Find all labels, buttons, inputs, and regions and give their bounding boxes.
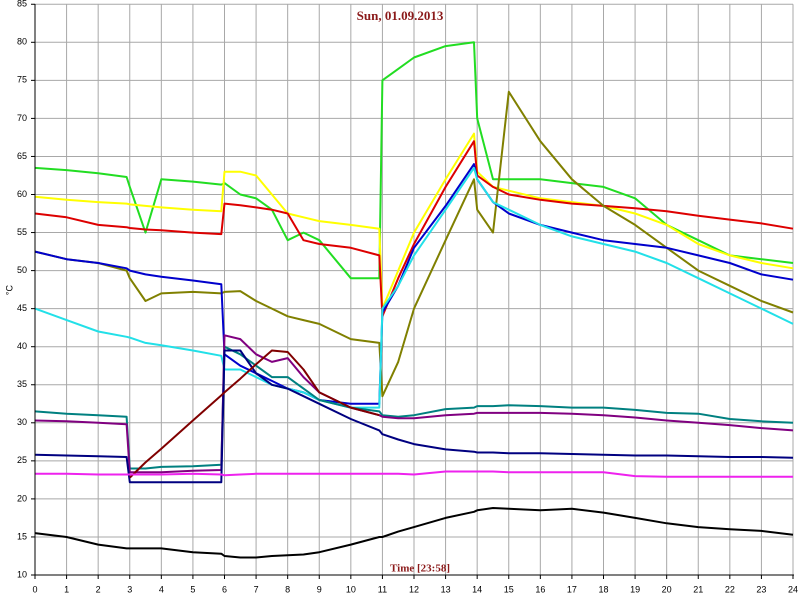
y-tick-label: 70: [17, 113, 27, 123]
x-tick-label: 11: [378, 584, 387, 594]
y-tick-label: 15: [17, 531, 27, 541]
x-tick-label: 23: [756, 584, 766, 594]
x-tick-label: 16: [535, 584, 545, 594]
data-line: [34, 90, 794, 398]
y-tick-label: 75: [17, 75, 27, 85]
x-tick-label: 7: [254, 584, 259, 594]
data-line: [129, 349, 380, 479]
y-tick-label: 50: [17, 265, 27, 275]
chart-title: Sun, 01.09.2013: [357, 8, 444, 23]
x-tick-label: 18: [598, 584, 608, 594]
y-tick-label: 35: [17, 379, 27, 389]
y-tick-label: 65: [17, 151, 27, 161]
y-axis-label: °C: [4, 284, 14, 295]
data-line: [34, 140, 794, 318]
x-tick-label: 17: [567, 584, 577, 594]
x-tick-label: 14: [472, 584, 482, 594]
y-tick-label: 20: [17, 493, 27, 503]
x-tick-label: 19: [630, 584, 640, 594]
x-tick-label: 9: [317, 584, 322, 594]
y-tick-label: 80: [17, 37, 27, 47]
x-tick-label: 1: [64, 584, 69, 594]
x-axis-label: Time [23:58]: [390, 563, 450, 575]
y-tick-label: 10: [17, 569, 27, 579]
y-tick-label: 55: [17, 227, 27, 237]
data-line: [34, 166, 794, 409]
x-tick-label: 6: [222, 584, 227, 594]
data-line: [34, 345, 794, 470]
data-line: [34, 41, 794, 280]
x-tick-label: 12: [409, 584, 419, 594]
x-tick-label: 20: [662, 584, 672, 594]
data-line: [34, 132, 794, 310]
x-tick-label: 10: [346, 584, 356, 594]
y-tick-label: 85: [17, 0, 27, 9]
data-line: [35, 470, 793, 478]
x-tick-label: 15: [504, 584, 514, 594]
x-tick-label: 3: [127, 584, 132, 594]
y-tick-label: 45: [17, 303, 27, 313]
x-tick-label: 22: [725, 584, 735, 594]
x-tick-label: 5: [190, 584, 195, 594]
data-line: [34, 507, 794, 559]
y-tick-label: 40: [17, 341, 27, 351]
y-tick-label: 30: [17, 417, 27, 427]
x-tick-label: 2: [96, 584, 101, 594]
x-tick-label: 24: [788, 584, 798, 594]
y-tick-label: 60: [17, 189, 27, 199]
y-tick-label: 25: [17, 455, 27, 465]
x-tick-label: 8: [285, 584, 290, 594]
x-tick-label: 13: [441, 584, 451, 594]
x-tick-label: 21: [693, 584, 703, 594]
x-tick-label: 0: [32, 584, 37, 594]
data-line: [34, 349, 794, 484]
x-tick-label: 4: [159, 584, 164, 594]
